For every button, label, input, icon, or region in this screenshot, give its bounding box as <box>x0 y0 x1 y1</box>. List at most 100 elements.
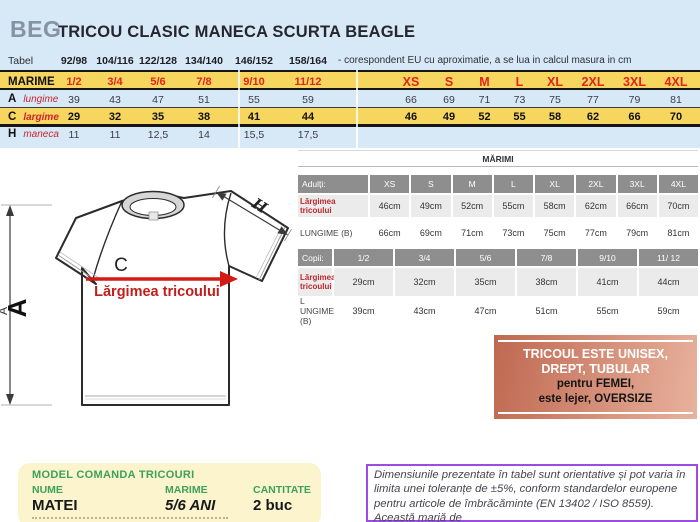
dotted-line <box>32 517 228 519</box>
disclaimer-text: Dimensiunile prezentate în tabel sunt or… <box>374 469 686 522</box>
length-value: 75cm <box>535 219 575 247</box>
length-value: 73cm <box>493 219 533 247</box>
column-cantitate: CANTITATE <box>253 484 311 496</box>
kid-size-cell: 9/10 <box>578 249 637 266</box>
value: 79 <box>628 93 641 106</box>
adult-size-cell: XS <box>370 175 410 193</box>
kid-size-cell: 11/ 12 <box>639 249 698 266</box>
adult-size-cell: L <box>493 175 533 193</box>
adult-size: 4XL <box>664 75 688 89</box>
unisex-line: pentru FEMEI, <box>556 378 635 390</box>
value: 55 <box>513 111 526 123</box>
eu-size-row: Tabel 92/98 104/116 122/128 134/140 146/… <box>0 52 700 70</box>
adult-size: XS <box>402 75 420 89</box>
order-title: MODEL COMANDA TRICOURI <box>32 469 195 481</box>
adult-size: M <box>479 75 490 89</box>
row-word: lungime <box>23 94 59 105</box>
width-value: 38cm <box>517 268 576 296</box>
value: 49 <box>442 111 456 123</box>
arrowhead <box>216 192 227 201</box>
width-value: 58cm <box>535 195 575 217</box>
kid-size-cell: 5/6 <box>456 249 515 266</box>
left-armhole-seam <box>92 200 123 280</box>
marime-row: MARIME 1/2 3/4 5/6 7/8 9/10 11/12 XS S M… <box>0 70 700 90</box>
left-cuff-seam <box>59 251 100 279</box>
value: 43 <box>109 93 121 106</box>
length-value: 39cm <box>334 298 393 324</box>
value-marime: 5/6 ANI <box>165 497 216 514</box>
length-value: 51cm <box>517 298 576 324</box>
arrowhead <box>220 271 238 287</box>
value: 75 <box>549 93 561 106</box>
unisex-line: DREPT, TUBULAR <box>541 362 650 376</box>
adult-size-cell: 4XL <box>658 175 698 193</box>
kid-size: 3/4 <box>107 76 123 88</box>
value: 66 <box>405 93 417 106</box>
width-value: 70cm <box>658 195 698 217</box>
label-C: C <box>114 255 128 276</box>
adults-row-label: Adulți: <box>298 175 368 193</box>
row-largime: C largime 29 32 35 38 41 44 46 49 52 55 … <box>0 108 700 127</box>
value: 46 <box>404 111 418 123</box>
length-value: 66cm <box>370 219 410 247</box>
order-box: MODEL COMANDA TRICOURI NUME MARIME CANTI… <box>18 463 321 522</box>
marime-label: MARIME <box>8 76 55 88</box>
kid-size: 1/2 <box>66 76 82 88</box>
eu-note: - corespondent EU cu aproximatie, a se l… <box>338 55 632 66</box>
width-value: 52cm <box>452 195 492 217</box>
value: 39 <box>68 93 80 106</box>
tshirt-illustration: A A C Lărgimea tricoului H <box>0 185 292 406</box>
value: 69 <box>443 93 455 106</box>
length-value: 79cm <box>617 219 657 247</box>
adult-size-cell: 3XL <box>617 175 657 193</box>
width-value: 29cm <box>334 268 393 296</box>
size-table: Tabel 92/98 104/116 122/128 134/140 146/… <box>0 52 700 141</box>
kids-row-label: Copii: <box>298 249 332 266</box>
marimi-title: MĂRIMI <box>298 150 698 167</box>
width-row-label: Lărgimea tricoului <box>298 195 368 217</box>
adult-size: S <box>444 75 454 89</box>
width-value: 32cm <box>395 268 454 296</box>
value: 41 <box>247 111 261 123</box>
width-value: 46cm <box>370 195 410 217</box>
value: 71 <box>478 93 491 106</box>
kid-size-cell: 7/8 <box>517 249 576 266</box>
table-divider <box>238 70 240 148</box>
disclaimer-box: Dimensiunile prezentate în tabel sunt or… <box>366 464 698 522</box>
row-word: maneca <box>23 129 59 140</box>
value: 62 <box>586 111 600 123</box>
length-value: 81cm <box>658 219 698 247</box>
unisex-line: este lejer, OVERSIZE <box>538 393 653 405</box>
length-value: 71cm <box>452 219 492 247</box>
collar-tag <box>148 211 159 221</box>
adult-size-cell: XL <box>535 175 575 193</box>
width-value: 44cm <box>639 268 698 296</box>
value: 73 <box>513 93 526 106</box>
brand-logo: BEG <box>10 16 62 42</box>
column-marime: MARIME <box>165 484 208 496</box>
length-value: 43cm <box>395 298 454 324</box>
length-value: 59cm <box>639 298 698 324</box>
width-arrow-caption: Lărgimea tricoului <box>94 284 220 300</box>
value: 47 <box>152 93 164 106</box>
label-A-small: A <box>0 307 10 315</box>
right-cuff-seam <box>255 225 283 279</box>
marimi-panel: MĂRIMI Adulți: XS S M L XL 2XL 3XL 4XL L… <box>298 150 698 326</box>
adult-size: 3XL <box>623 75 646 89</box>
value: 14 <box>198 128 210 141</box>
value: 70 <box>669 111 683 123</box>
value: 81 <box>670 93 682 106</box>
page-title: TRICOU CLASIC MANECA SCURTA BEAGLE <box>58 23 416 41</box>
eu-size: 146/152 <box>235 55 273 67</box>
adult-size-cell: M <box>452 175 492 193</box>
sleeve-arrow <box>222 195 282 232</box>
row-lungime: A lungime 39 43 47 51 55 59 66 69 71 73 … <box>0 90 700 108</box>
value: 17,5 <box>297 128 319 141</box>
value: 11 <box>109 128 121 141</box>
value: 38 <box>197 111 211 123</box>
width-row-label: Lărgimea tricoului <box>298 268 336 296</box>
kid-size: 11/12 <box>294 76 322 88</box>
width-value: 41cm <box>578 268 637 296</box>
eu-size: 92/98 <box>60 55 88 67</box>
eu-size: 104/116 <box>96 55 134 67</box>
